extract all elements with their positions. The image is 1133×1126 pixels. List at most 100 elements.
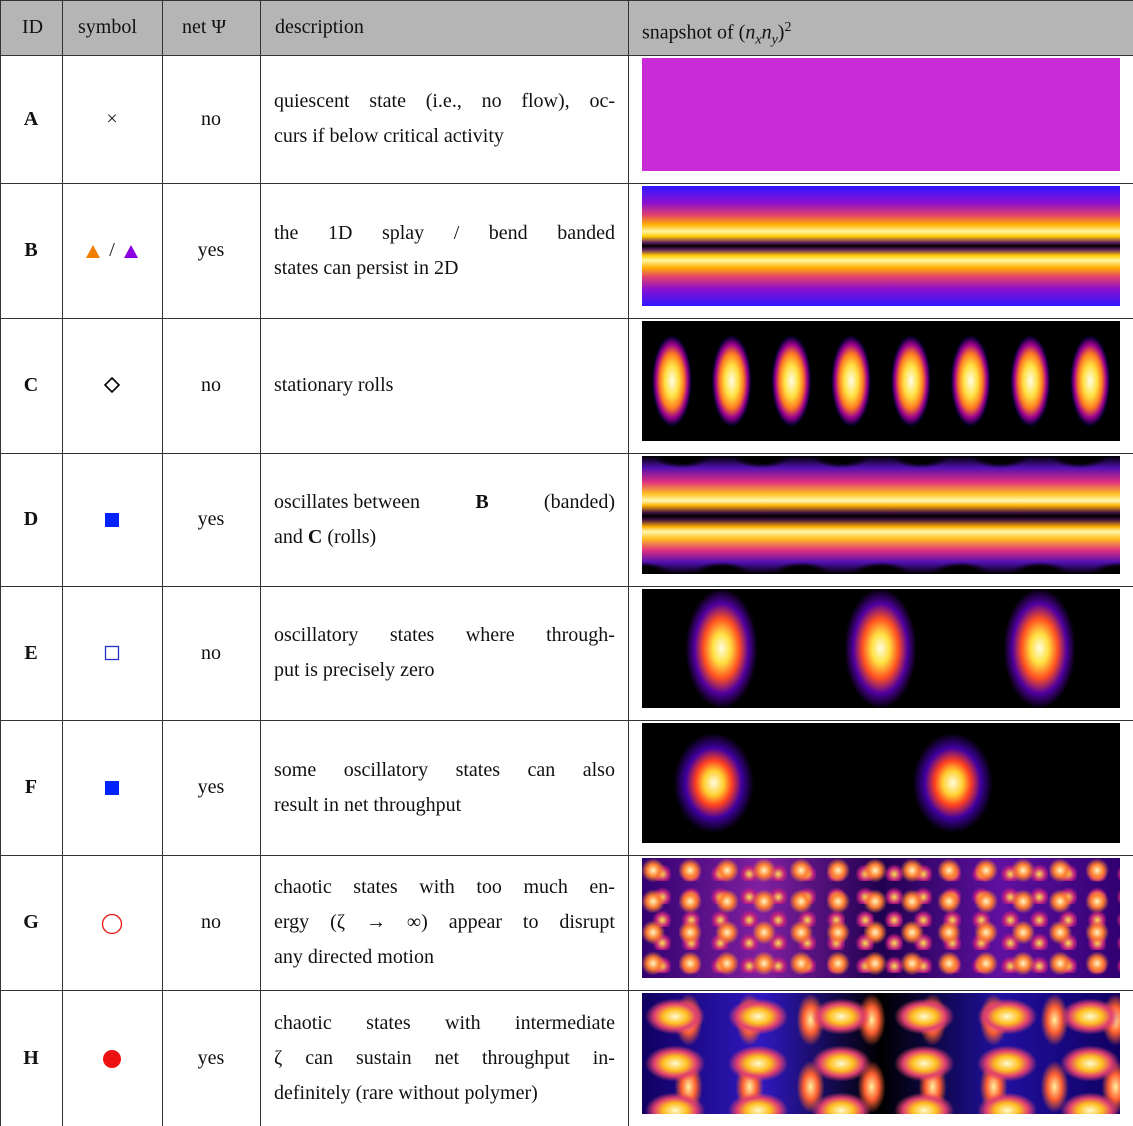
column-border <box>628 0 629 1126</box>
snapshot-image <box>642 858 1120 978</box>
description: chaotic states with intermediate ζ can sustain… <box>274 990 615 1126</box>
row-id: A <box>23 107 39 130</box>
column-border <box>260 0 261 1126</box>
column-border <box>0 0 1 1126</box>
symbol-marker <box>105 512 119 527</box>
symbol-marker <box>103 376 121 393</box>
column-border <box>62 0 63 1126</box>
math: ) <box>777 21 785 44</box>
row-id: C <box>23 374 39 396</box>
symbol-marker <box>101 913 123 934</box>
description-line: oscillatory states where through- <box>274 618 615 653</box>
description-line: states can persist in 2D <box>274 251 615 286</box>
description: the 1D splay / bend banded states can persist … <box>274 183 615 318</box>
snapshot-image <box>642 589 1120 708</box>
description-line: stationary rolls <box>274 368 615 403</box>
symbol-cell <box>62 318 162 453</box>
description-text: result in net throughput <box>274 793 462 816</box>
description-line: result in net throughput <box>274 788 615 823</box>
description-text: the 1D splay / bend banded <box>274 221 615 244</box>
snapshot-image <box>642 456 1120 574</box>
description-text: chaotic states with intermediate <box>274 1011 615 1034</box>
description-text: states can persist in 2D <box>274 256 459 279</box>
symbol-cell: / <box>62 183 162 318</box>
diamond <box>103 376 121 393</box>
math: n <box>745 21 756 44</box>
description: oscillates between B (banded) and C (roll… <box>274 453 615 586</box>
description-line: quiescent state (i.e., no flow), oc- <box>274 84 615 119</box>
description-line: and C (rolls) <box>274 520 615 555</box>
header-net: net Ψ <box>182 16 227 38</box>
net-flow: yes <box>197 1046 225 1069</box>
description-text: chaotic states with too much en- <box>274 876 615 898</box>
description-text: put is precisely zero <box>274 659 435 681</box>
description-line: ζ can sustain net throughput in- <box>274 1041 615 1076</box>
math: n <box>761 21 772 44</box>
description-line: chaotic states with intermediate <box>274 1006 615 1041</box>
symbol-marker <box>103 1050 121 1068</box>
snapshot-image <box>642 723 1120 843</box>
description-text: ζ can sustain net throughput in- <box>274 1046 615 1069</box>
math: y <box>771 32 778 48</box>
net-flow: yes <box>197 776 225 798</box>
net-flow: yes <box>197 508 225 530</box>
symbol-cell <box>62 720 162 855</box>
math: x <box>755 32 762 48</box>
row-border <box>0 586 1133 587</box>
square <box>105 512 119 527</box>
snapshot-image <box>642 58 1120 171</box>
description-line: any directed motion <box>274 940 615 975</box>
row-border <box>0 720 1133 721</box>
symbol-marker <box>104 645 120 661</box>
description-line: the 1D splay / bend banded <box>274 216 615 251</box>
row-id: G <box>23 911 39 933</box>
description: some oscillatory states can also result in ne… <box>274 720 615 855</box>
square <box>105 780 119 795</box>
triangle <box>86 244 101 258</box>
circle <box>103 1050 121 1068</box>
header-snapshot: snapshot of (nxny)2 <box>642 0 791 55</box>
description-line: curs if below critical activity <box>274 119 615 154</box>
row-border <box>0 990 1133 991</box>
description-text: oscillates between <box>274 490 426 513</box>
circle <box>101 913 123 934</box>
snapshot-image <box>642 186 1120 306</box>
symbol-cell <box>62 990 162 1126</box>
symbol-text: × <box>106 107 118 130</box>
triangle <box>123 244 138 258</box>
row-id: B <box>24 239 38 261</box>
description-text: quiescent state (i.e., no flow), oc- <box>274 90 615 112</box>
description-line: ergy (ζ → ∞) appear to disrupt <box>274 905 615 940</box>
net-flow: no <box>201 374 221 396</box>
row-border <box>0 55 1133 56</box>
description-text: curs if below critical activity <box>274 125 504 147</box>
description: stationary rolls <box>274 318 615 453</box>
symbol-marker <box>86 244 101 258</box>
row-id: E <box>24 641 38 664</box>
header-id: ID <box>22 16 44 38</box>
row-border <box>0 453 1133 454</box>
symbol-text: / <box>109 239 115 261</box>
symbol-cell <box>62 453 162 586</box>
row-border <box>0 855 1133 856</box>
header-description: description <box>275 16 364 38</box>
description-text: (rolls) <box>322 525 377 548</box>
net-flow: no <box>201 911 221 933</box>
row-id: H <box>23 1046 39 1069</box>
header-row <box>0 0 1133 55</box>
row-border <box>0 183 1133 184</box>
header-symbol: symbol <box>78 16 137 38</box>
description-line: chaotic states with too much en- <box>274 870 615 905</box>
description-text: (banded) <box>538 490 615 513</box>
symbol-marker <box>105 780 119 795</box>
description-text: some oscillatory states can also <box>274 758 615 781</box>
description-line: some oscillatory states can also <box>274 753 615 788</box>
symbol-marker <box>123 244 138 258</box>
description-text: and <box>274 525 308 548</box>
description-line: oscillates between B (banded) <box>274 485 615 520</box>
header-text: snapshot of <box>642 21 739 44</box>
description-text: definitely (rare without polymer) <box>274 1081 538 1104</box>
description: oscillatory states where through-put is pre… <box>274 586 615 720</box>
net-flow: no <box>201 641 221 664</box>
